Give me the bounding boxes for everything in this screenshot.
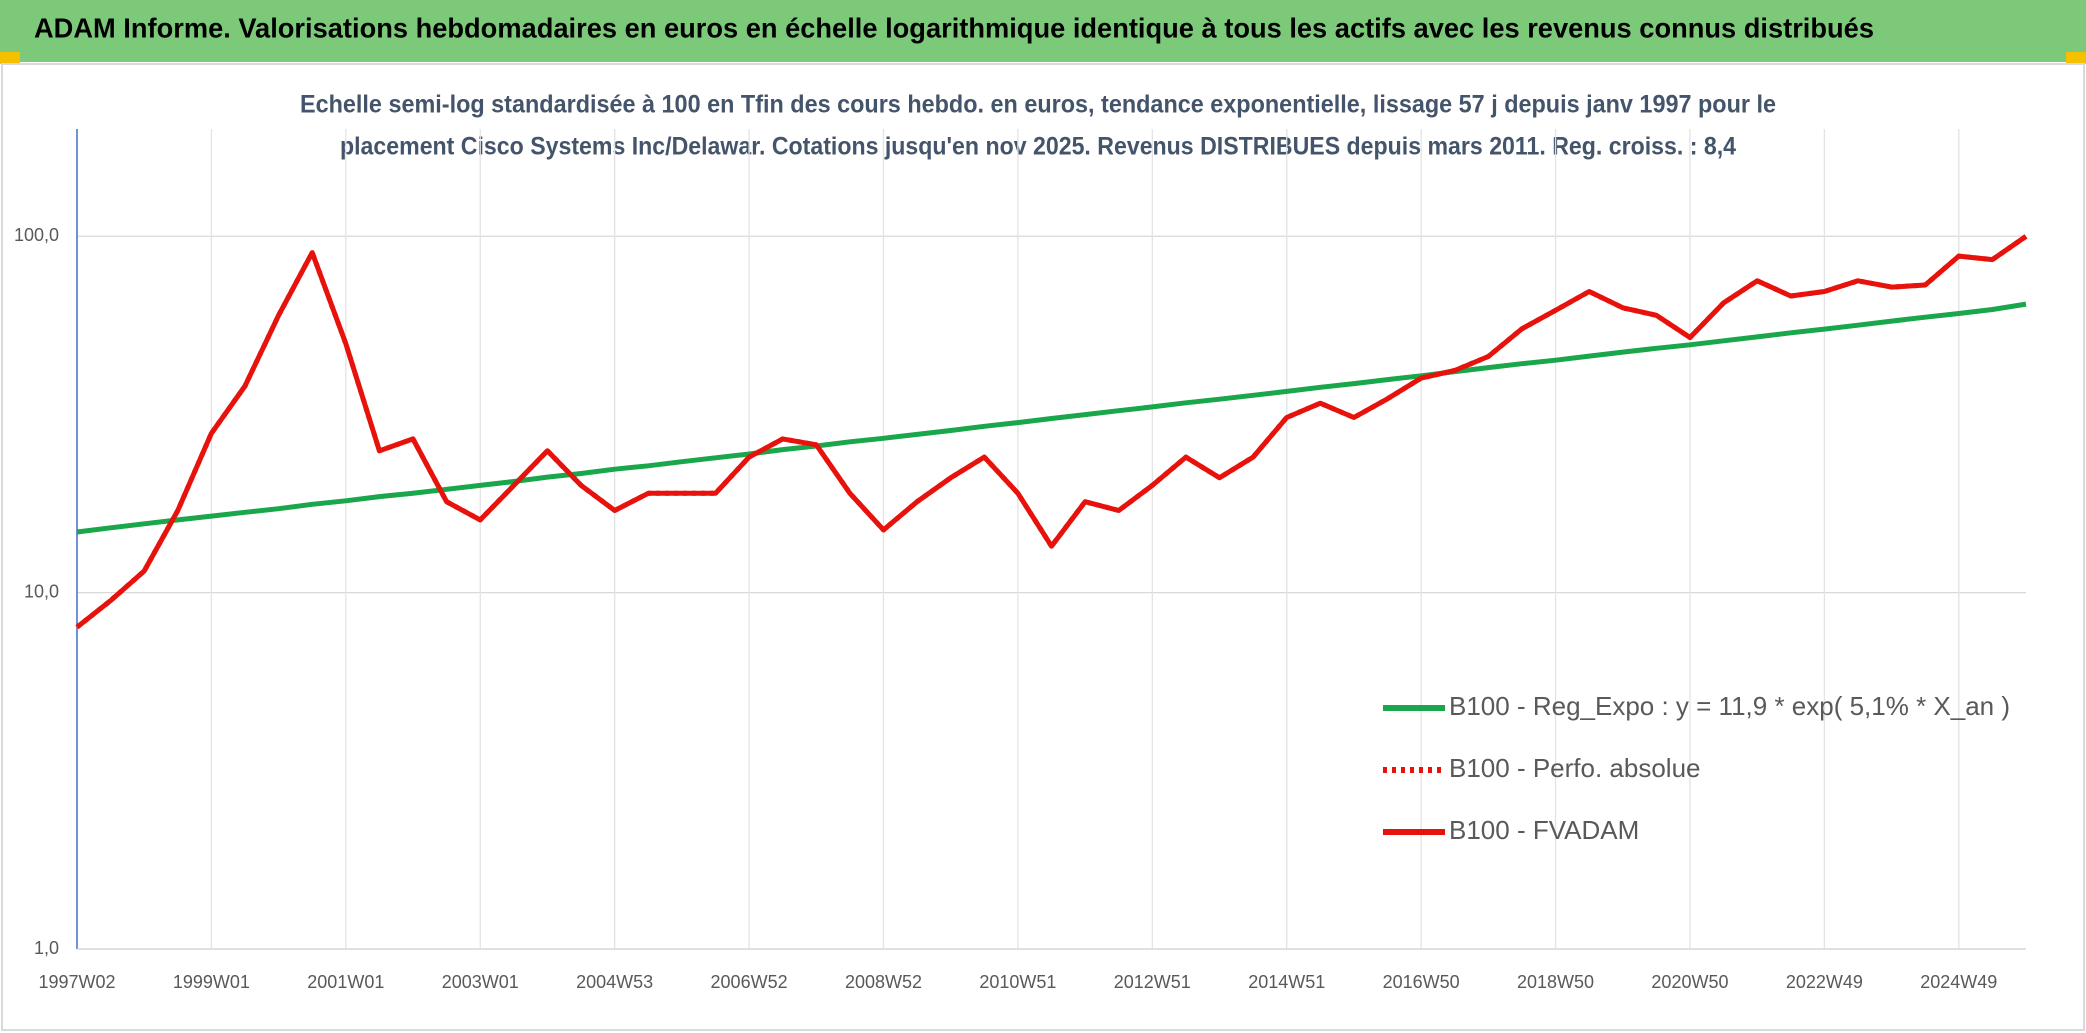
y-tick-label: 1,0 xyxy=(34,938,59,958)
x-tick-label: 2004W53 xyxy=(576,972,653,992)
legend-label: B100 - Reg_Expo : y = 11,9 * exp( 5,1% *… xyxy=(1449,691,2010,721)
x-tick-label: 2022W49 xyxy=(1786,972,1863,992)
y-tick-label: 100,0 xyxy=(14,225,59,245)
frame xyxy=(1,63,2085,1031)
y-tick-label: 10,0 xyxy=(24,581,59,601)
x-tick-label: 2010W51 xyxy=(979,972,1056,992)
x-tick-label: 1997W02 xyxy=(38,972,115,992)
x-tick-label: 2001W01 xyxy=(307,972,384,992)
x-tick-label: 2003W01 xyxy=(442,972,519,992)
series-line xyxy=(76,301,2027,535)
x-tick-label: 2016W50 xyxy=(1383,972,1460,992)
corner xyxy=(0,52,20,64)
chart-subtitle: Echelle semi-log standardisée à 100 en T… xyxy=(300,91,1776,119)
chart-subtitle: placement Cisco Systems Inc/Delawar. Cot… xyxy=(340,133,1736,161)
x-tick-label: 2012W51 xyxy=(1114,972,1191,992)
x-tick-label: 2014W51 xyxy=(1248,972,1325,992)
header-bar xyxy=(0,0,2086,62)
chart-title: ADAM Informe. Valorisations hebdomadaire… xyxy=(34,12,1874,43)
x-tick-label: 2006W52 xyxy=(711,972,788,992)
x-tick-label: 2024W49 xyxy=(1920,972,1997,992)
x-tick-label: 2020W50 xyxy=(1651,972,1728,992)
x-tick-label: 2018W50 xyxy=(1517,972,1594,992)
x-tick-label: 2008W52 xyxy=(845,972,922,992)
x-tick-label: 1999W01 xyxy=(173,972,250,992)
legend-label: B100 - Perfo. absolue xyxy=(1449,753,1701,783)
legend-label: B100 - FVADAM xyxy=(1449,815,1639,845)
series-line xyxy=(75,234,2028,630)
corner xyxy=(2066,52,2086,64)
